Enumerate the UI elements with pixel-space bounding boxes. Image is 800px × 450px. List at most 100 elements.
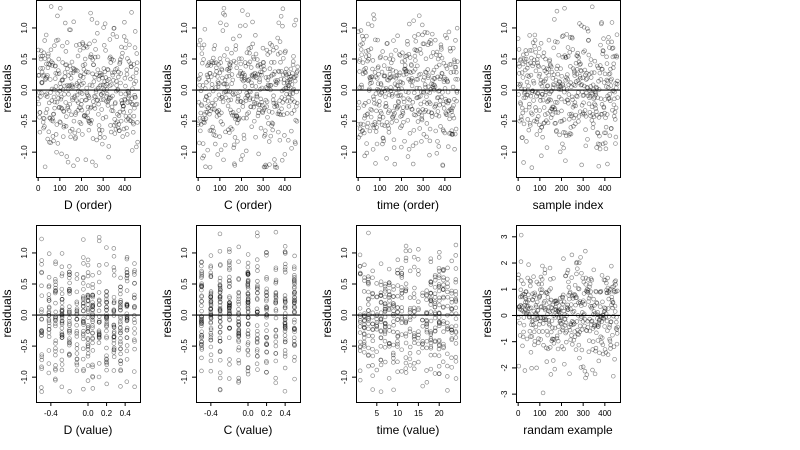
data-point (104, 289, 109, 294)
data-point (104, 315, 109, 321)
data-point (357, 324, 363, 329)
data-point (46, 251, 52, 256)
data-point (517, 320, 522, 326)
data-point (407, 55, 413, 60)
data-point (553, 109, 559, 115)
data-point (521, 121, 527, 127)
data-point (58, 96, 64, 102)
data-point (357, 263, 363, 269)
data-point (403, 286, 409, 291)
data-point (524, 310, 529, 316)
data-point (362, 113, 368, 119)
data-point (261, 107, 267, 113)
data-point (530, 63, 535, 69)
data-point (85, 104, 91, 110)
data-point (46, 316, 52, 322)
data-point (366, 333, 371, 339)
data-point (64, 62, 69, 67)
data-point (115, 87, 120, 93)
data-point (261, 164, 267, 170)
data-point (268, 87, 273, 93)
data-point (555, 338, 561, 344)
data-point (292, 291, 297, 297)
data-point (584, 70, 589, 76)
data-point (568, 302, 574, 307)
data-point (208, 306, 213, 312)
data-point (270, 110, 275, 115)
data-point (104, 81, 109, 87)
y-tick-label: 3 (500, 234, 509, 239)
data-point (441, 341, 446, 347)
data-point (132, 320, 137, 325)
data-point (90, 285, 95, 291)
data-point (426, 99, 432, 105)
data-point (530, 40, 536, 45)
data-point (242, 77, 247, 82)
data-point (238, 99, 243, 104)
data-point (439, 70, 445, 76)
data-point (433, 325, 438, 331)
data-point (542, 78, 547, 84)
data-point (614, 331, 620, 336)
data-point (242, 60, 248, 65)
data-point (85, 270, 91, 275)
data-point (78, 121, 84, 127)
data-point (59, 318, 65, 324)
data-point (520, 343, 525, 349)
data-point (53, 366, 58, 372)
data-point (423, 70, 429, 75)
data-point (375, 37, 380, 43)
data-point (85, 326, 91, 332)
data-point (359, 128, 365, 134)
data-point (435, 95, 440, 101)
data-point (264, 306, 269, 311)
data-point (104, 293, 109, 299)
data-point (539, 125, 545, 130)
data-point (412, 331, 417, 336)
data-point (229, 126, 235, 132)
data-point (453, 64, 459, 70)
data-point (371, 125, 377, 130)
data-point (205, 110, 210, 115)
data-point (531, 57, 537, 63)
data-point (531, 309, 537, 314)
data-point (572, 70, 577, 76)
data-point (49, 59, 54, 64)
data-point (92, 74, 97, 80)
data-point (420, 293, 425, 298)
data-point (548, 276, 553, 282)
data-point (590, 4, 595, 10)
data-point (112, 69, 117, 75)
data-point (378, 389, 384, 394)
data-point (612, 96, 617, 102)
data-point (373, 161, 378, 166)
data-point (132, 384, 137, 390)
data-point (614, 54, 619, 60)
data-point (392, 74, 397, 79)
data-point (409, 63, 414, 68)
data-point (196, 77, 201, 82)
data-point (99, 127, 105, 133)
data-point (282, 298, 288, 304)
data-point (278, 112, 283, 118)
data-point (555, 71, 561, 77)
data-point (445, 363, 450, 369)
y-tick-label: 0.0 (20, 84, 29, 96)
data-point (566, 82, 571, 87)
data-point (236, 347, 241, 353)
data-point (39, 357, 44, 363)
data-point (41, 116, 47, 121)
data-point (542, 120, 547, 125)
data-point (542, 112, 548, 117)
x-tick-label: 0.0 (82, 409, 94, 418)
data-point (245, 352, 251, 358)
data-point (69, 82, 74, 87)
data-point (446, 29, 452, 35)
data-point (236, 316, 241, 321)
data-point (111, 294, 117, 300)
data-point (437, 321, 442, 326)
data-point (39, 328, 44, 334)
data-point (97, 319, 102, 325)
data-point (251, 56, 257, 62)
data-point (282, 324, 288, 329)
